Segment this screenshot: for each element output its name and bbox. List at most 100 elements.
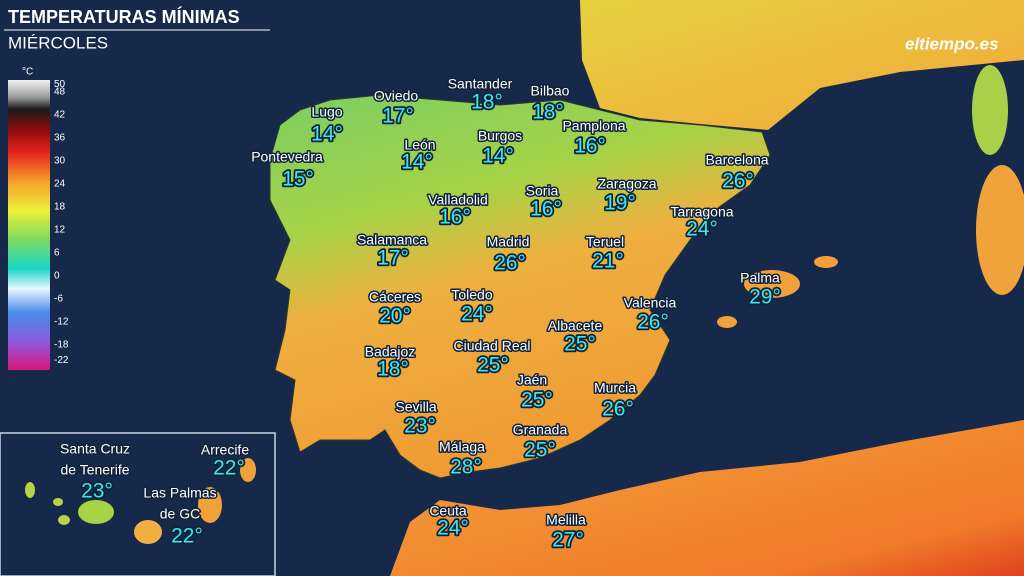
city-temp: 18° — [377, 358, 409, 381]
city-temp: 16° — [530, 198, 562, 221]
city-name: Barcelona — [705, 152, 768, 168]
city-name: Bilbao — [531, 83, 570, 99]
city-temp: 15° — [282, 168, 314, 191]
city-temp: 18° — [471, 91, 503, 114]
city-temp: 25° — [524, 439, 556, 462]
city-name: Melilla — [546, 512, 586, 528]
legend-label: 42 — [54, 110, 66, 121]
legend-label: 36 — [54, 133, 66, 144]
legend-label: -6 — [54, 294, 63, 305]
city-name: Ciudad Real — [453, 338, 530, 354]
city-name: Santa Cruz — [60, 441, 130, 457]
city-name: Sevilla — [395, 399, 436, 415]
city-name: Soria — [526, 183, 559, 199]
legend-label: -22 — [54, 355, 69, 366]
city-name: Ceuta — [429, 503, 467, 519]
legend-label: 30 — [54, 156, 66, 167]
city-temp: 23° — [404, 415, 436, 438]
city-temp: 16° — [574, 135, 606, 158]
sardinia — [976, 165, 1024, 295]
iberia — [269, 94, 771, 479]
city-temp: 14° — [311, 123, 343, 146]
city-temp: 22° — [171, 525, 203, 548]
city-name: Pontevedra — [251, 149, 323, 165]
legend-label: -18 — [54, 340, 69, 351]
city-name: Teruel — [586, 234, 624, 250]
city-name: Albacete — [548, 318, 603, 334]
city-name: de Tenerife — [60, 462, 129, 478]
legend-label: -12 — [54, 317, 69, 328]
legend-scale — [8, 80, 50, 370]
city-name: Murcia — [594, 380, 636, 396]
legend-label: 48 — [54, 87, 66, 98]
legend-label: 12 — [54, 225, 66, 236]
city-name: Pamplona — [562, 118, 625, 134]
legend-unit: °C — [22, 67, 33, 78]
city-name: Valladolid — [428, 192, 488, 208]
island — [240, 458, 256, 482]
city-temp: 26° — [494, 252, 526, 275]
city-name: Lugo — [311, 104, 342, 120]
city-temp: 29° — [749, 286, 781, 309]
city-temp: 14° — [401, 151, 433, 174]
city-temp: 26° — [722, 170, 754, 193]
logo: eltiempo.es — [905, 34, 999, 53]
city-temp: 21° — [592, 250, 624, 273]
canarias-inset — [0, 432, 276, 576]
city-name: Burgos — [478, 128, 522, 144]
legend-label: 50 — [54, 79, 66, 90]
city-name: Zaragoza — [597, 176, 656, 192]
city-name: Santander — [448, 76, 513, 92]
legend-label: 18 — [54, 202, 66, 213]
city-name: Badajoz — [365, 344, 416, 360]
island — [134, 520, 162, 544]
city-temp: 25° — [564, 333, 596, 356]
city-temp: 24° — [461, 303, 493, 326]
city-temp: 16° — [439, 206, 471, 229]
inset-frame — [0, 432, 276, 576]
city-temp: 17° — [377, 247, 409, 270]
title-block: TEMPERATURAS MÍNIMAS MIÉRCOLES eltiempo.… — [4, 6, 999, 53]
city-temp: 19° — [604, 192, 636, 215]
city-name: de GC — [160, 506, 200, 522]
city-temp: 18° — [532, 101, 564, 124]
city-name: Granada — [513, 422, 568, 438]
city-temp: 24° — [686, 218, 718, 241]
city-name: Valencia — [624, 295, 677, 311]
city-name: Madrid — [487, 234, 530, 250]
corsica — [972, 65, 1008, 155]
city-name: Arrecife — [201, 442, 249, 458]
island — [58, 515, 70, 525]
legend-label: 24 — [54, 179, 66, 190]
city-name: Palma — [740, 270, 780, 286]
island — [53, 498, 63, 506]
island — [78, 500, 114, 524]
island — [25, 482, 35, 498]
city-temp: 25° — [477, 354, 509, 377]
city-temp: 26° — [602, 398, 634, 421]
city-name: Oviedo — [374, 88, 419, 104]
city-name: Jaén — [517, 372, 547, 388]
city-name: Tarragona — [670, 204, 733, 220]
city-temp: 25° — [521, 389, 553, 412]
city-name: Salamanca — [357, 232, 427, 248]
city-name: León — [404, 137, 435, 153]
africa — [390, 420, 1024, 576]
city-temp: 27° — [552, 529, 584, 552]
city-temp: 23° — [81, 480, 113, 503]
title: TEMPERATURAS MÍNIMAS — [8, 6, 240, 27]
subtitle: MIÉRCOLES — [8, 33, 108, 52]
city-temp: 28° — [450, 456, 482, 479]
mallorca — [744, 270, 800, 298]
city-temp: 20° — [379, 305, 411, 328]
legend-label: 0 — [54, 271, 60, 282]
island — [198, 487, 222, 523]
city-name: Málaga — [439, 439, 485, 455]
city-name: Las Palmas — [143, 485, 216, 501]
city-temp: 22° — [213, 457, 245, 480]
menorca — [814, 256, 838, 268]
city-temp: 24° — [437, 517, 469, 540]
